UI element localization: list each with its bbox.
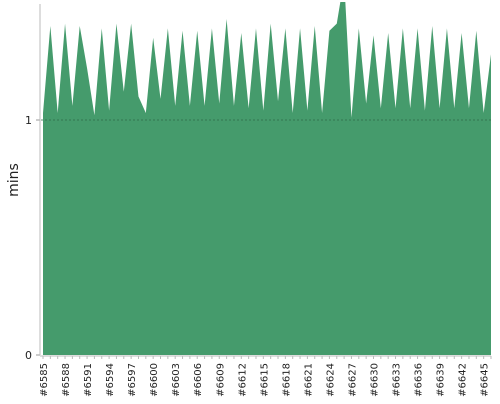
x-tick-label: #6603 xyxy=(171,363,182,397)
x-tick-label: #6600 xyxy=(149,363,160,397)
x-tick-label: #6621 xyxy=(303,363,314,397)
x-tick-label: #6597 xyxy=(127,363,138,397)
x-tick-label: #6606 xyxy=(193,363,204,397)
x-tick-label: #6591 xyxy=(83,363,94,397)
x-tick-label: #6642 xyxy=(458,363,469,397)
x-tick-label: #6588 xyxy=(61,363,72,397)
x-tick-label: #6645 xyxy=(480,363,491,397)
x-tick-label: #6612 xyxy=(237,363,248,397)
x-tick-label: #6639 xyxy=(436,363,447,397)
x-tick-label: #6633 xyxy=(392,363,403,397)
x-tick-label: #6636 xyxy=(414,363,425,397)
x-tick-label: #6609 xyxy=(215,363,226,397)
x-tick-label: #6594 xyxy=(105,363,116,397)
x-tick-label: #6630 xyxy=(369,363,380,397)
y-axis-label: mins xyxy=(6,163,22,197)
x-tick-label: #6618 xyxy=(281,363,292,397)
x-tick-label: #6624 xyxy=(325,363,336,397)
x-tick-label: #6585 xyxy=(39,363,50,397)
x-tick-label: #6627 xyxy=(347,363,358,397)
y-tick-label: 1 xyxy=(25,114,32,127)
y-tick-label: 0 xyxy=(25,349,32,362)
x-tick-label: #6615 xyxy=(259,363,270,397)
area xyxy=(43,2,491,355)
